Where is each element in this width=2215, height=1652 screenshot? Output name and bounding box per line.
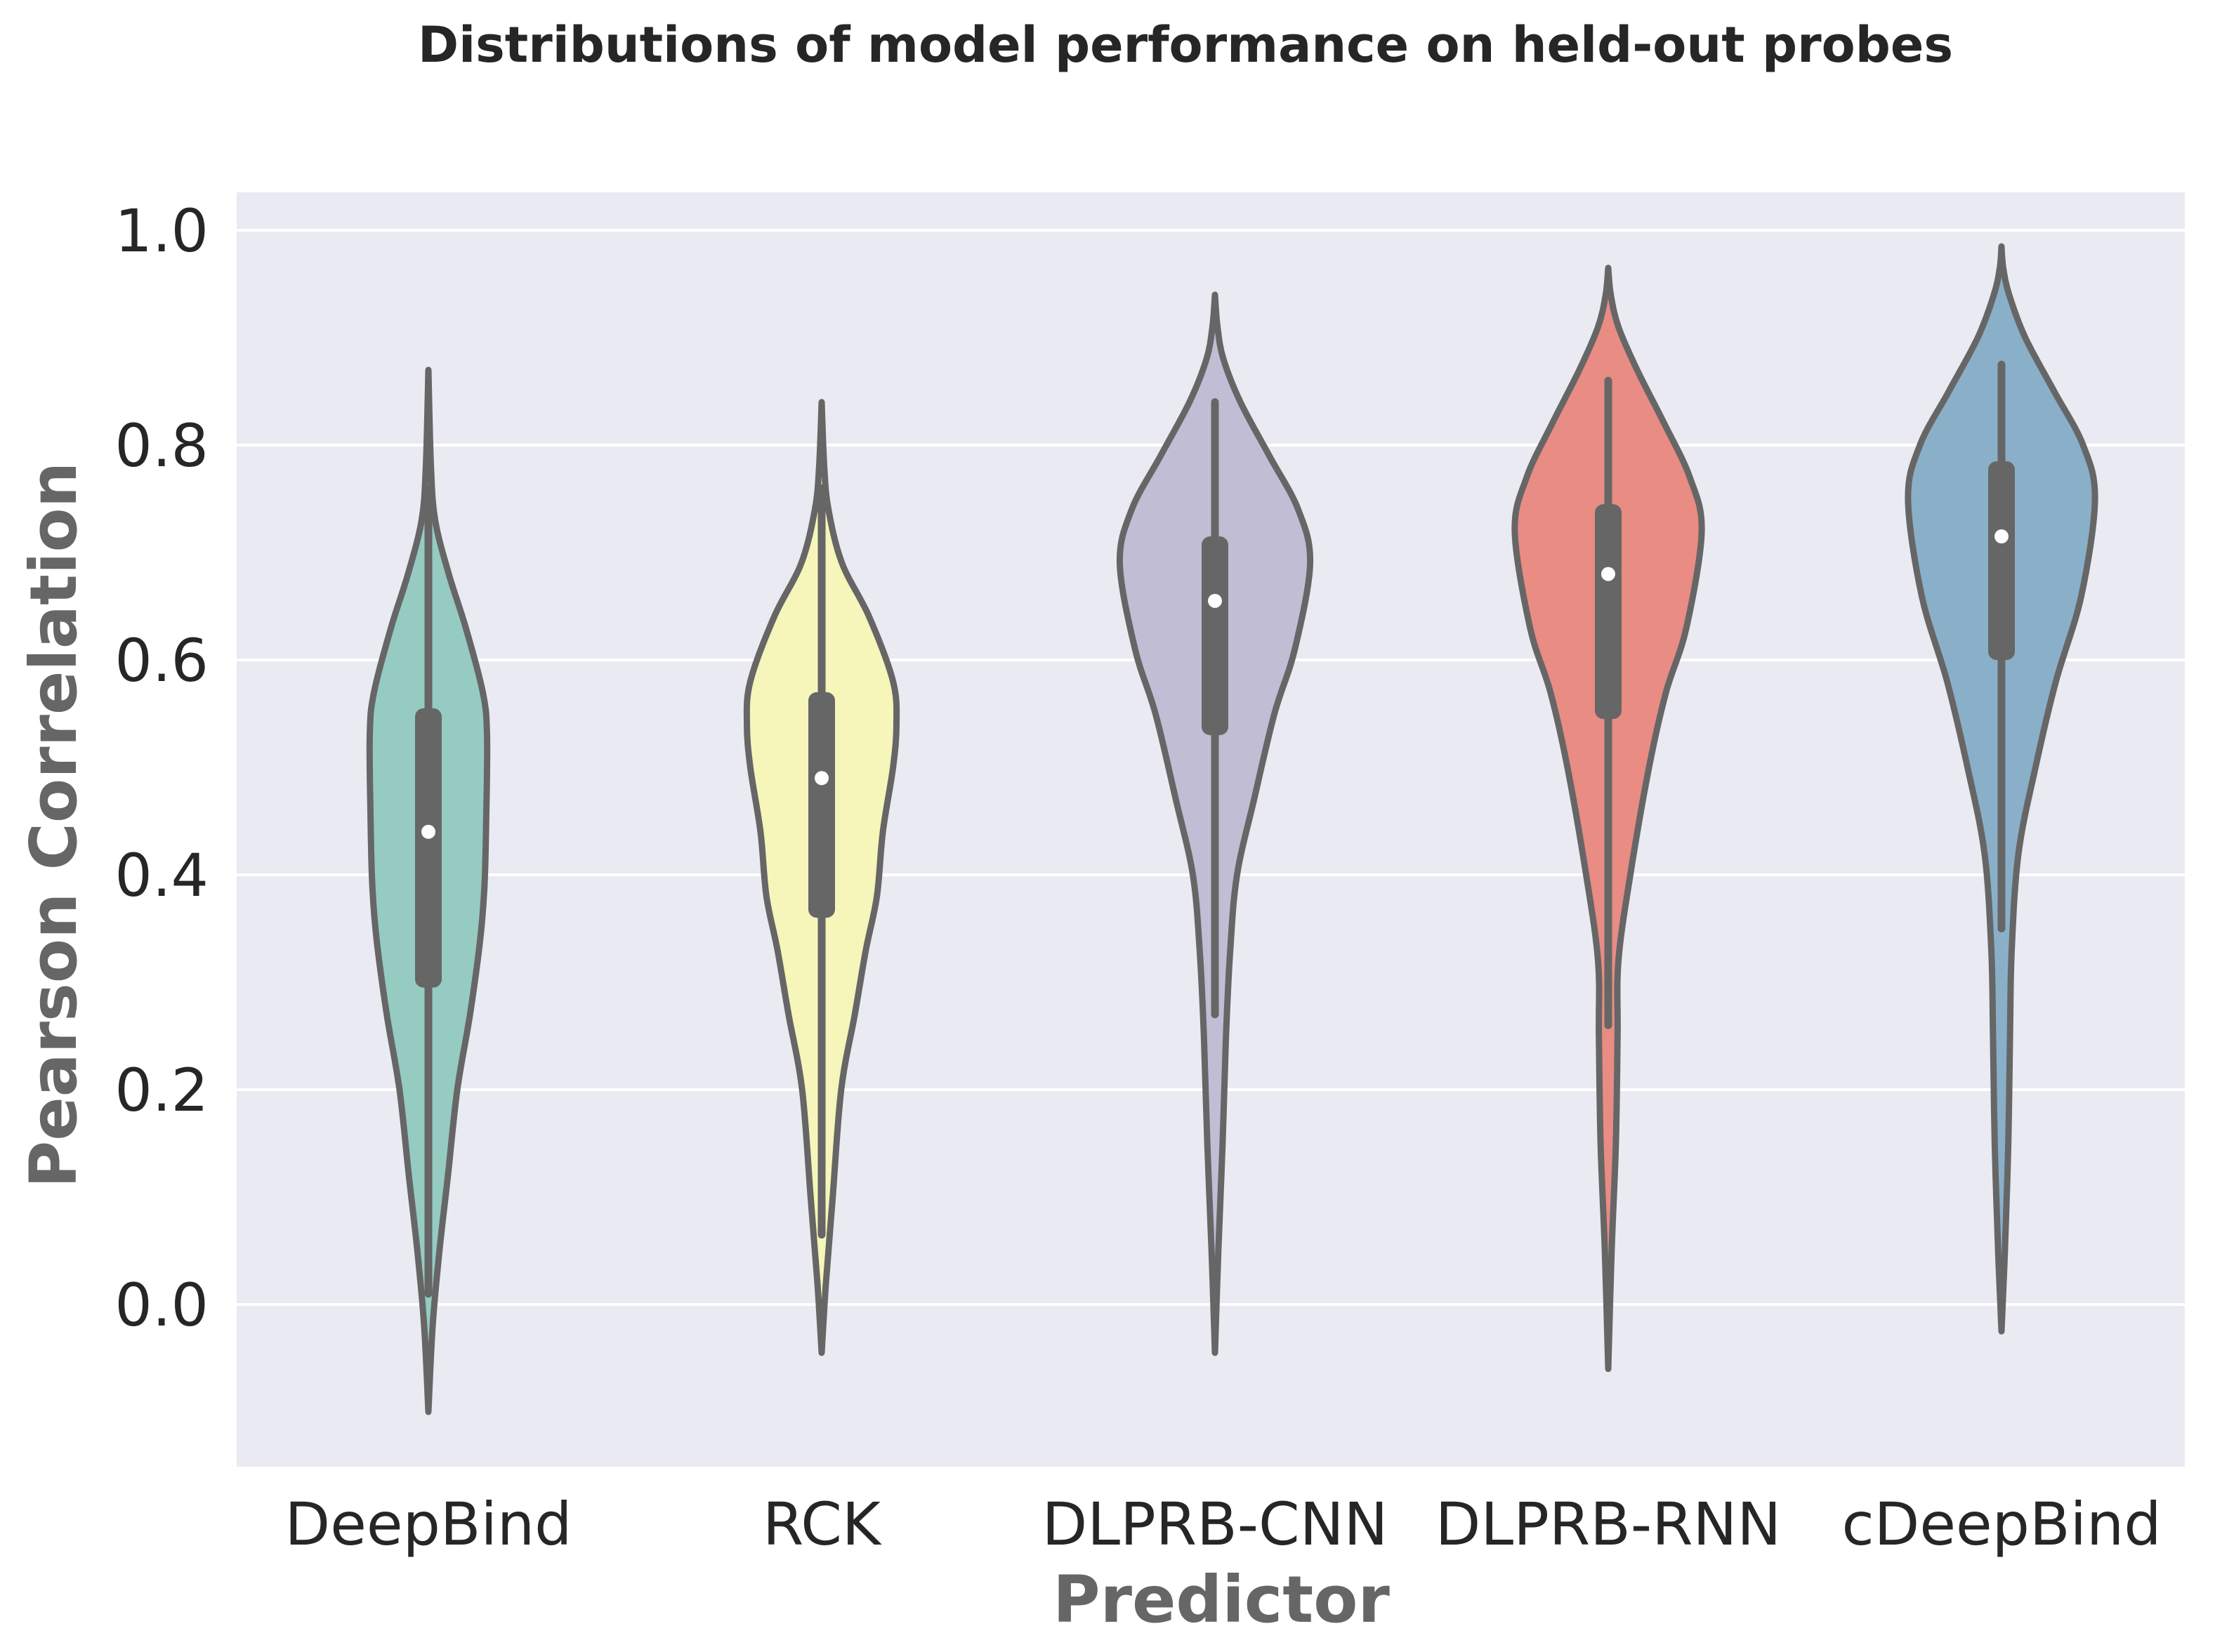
median-dot [1601, 567, 1615, 581]
median-dot [815, 771, 829, 786]
iqr-box [808, 692, 835, 918]
median-dot [421, 824, 435, 839]
iqr-box [1595, 504, 1622, 720]
violin-deepbind [366, 366, 491, 1415]
x-tick-label: DeepBind [285, 1490, 572, 1559]
y-tick-label: 0.8 [114, 411, 209, 480]
violin-cdeepbind [1905, 243, 2098, 1335]
violin-dlprb-cnn [1116, 291, 1314, 1356]
violin-dlprb-rnn [1511, 265, 1705, 1373]
y-tick-label: 0.4 [114, 841, 209, 910]
violins [366, 243, 2098, 1415]
y-tick-label: 0.6 [114, 626, 209, 695]
median-dot [1208, 593, 1222, 608]
violin-rck [743, 399, 900, 1356]
x-tick-label: RCK [763, 1490, 882, 1559]
iqr-box [415, 708, 442, 988]
chart-title: Distributions of model performance on he… [418, 16, 1953, 74]
x-axis-label: Predictor [1053, 1562, 1390, 1637]
y-axis-ticks: 0.0 0.2 0.4 0.6 0.8 1.0 [114, 197, 209, 1340]
x-axis-ticks: DeepBind RCK DLPRB-CNN DLPRB-RNN cDeepBind [285, 1490, 2162, 1559]
x-tick-label: DLPRB-CNN [1042, 1490, 1388, 1559]
y-axis-label: Pearson Correlation [16, 462, 91, 1188]
x-tick-label: DLPRB-RNN [1435, 1490, 1781, 1559]
y-tick-label: 1.0 [114, 197, 209, 265]
y-tick-label: 0.0 [114, 1271, 209, 1340]
iqr-box [1202, 536, 1228, 736]
x-tick-label: cDeepBind [1841, 1490, 2161, 1559]
y-tick-label: 0.2 [114, 1056, 209, 1125]
median-dot [1994, 529, 2009, 544]
iqr-box [1988, 461, 2015, 660]
